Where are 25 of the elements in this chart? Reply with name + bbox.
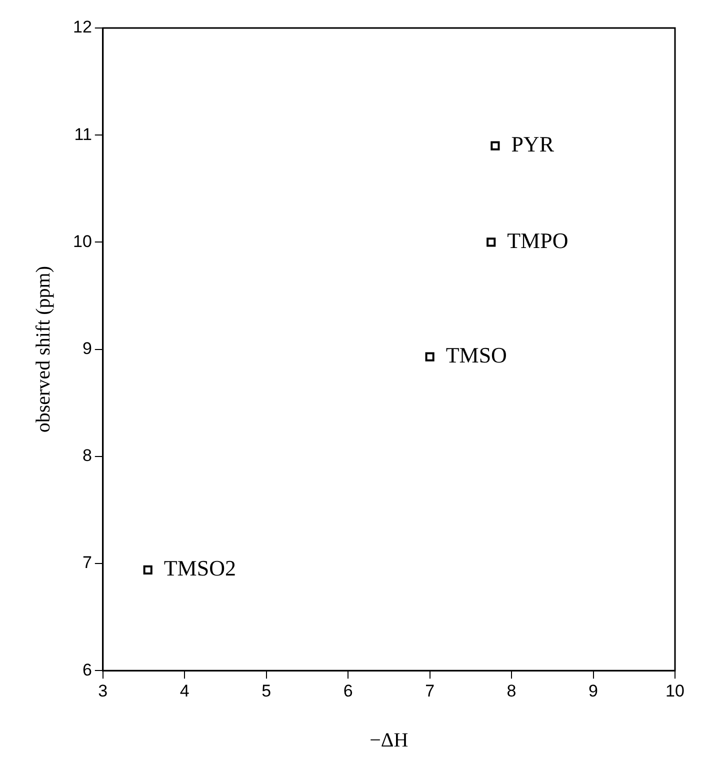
x-tick-label: 7 bbox=[425, 681, 435, 700]
x-tick-label: 8 bbox=[506, 681, 516, 700]
y-tick-label: 7 bbox=[82, 553, 92, 572]
annotation: TMSO2 bbox=[164, 556, 236, 581]
x-tick-label: 10 bbox=[666, 681, 684, 700]
x-tick-label: 4 bbox=[180, 681, 190, 700]
annotation: PYR bbox=[511, 132, 554, 157]
x-tick-label: 3 bbox=[98, 681, 108, 700]
y-tick-label: 10 bbox=[72, 232, 92, 251]
point bbox=[486, 238, 496, 247]
y-tick-label: 11 bbox=[74, 124, 92, 144]
y-tick-label: 8 bbox=[82, 446, 92, 466]
y-tick-label: 12 bbox=[72, 18, 92, 37]
y-tick-label: 6 bbox=[82, 660, 92, 680]
y-tick-label: 9 bbox=[82, 338, 92, 358]
point bbox=[490, 141, 500, 150]
annotation: TMPO bbox=[507, 228, 568, 253]
x-tick-label: 6 bbox=[343, 681, 353, 700]
point bbox=[425, 352, 434, 362]
x-tick-label: 5 bbox=[262, 681, 272, 700]
annotation: TMSO bbox=[446, 342, 507, 368]
y-axis-title: observed shift (ppm) bbox=[32, 266, 54, 433]
point bbox=[143, 565, 152, 574]
x-tick-label: 9 bbox=[588, 681, 598, 700]
x-axis-title: −ΔH bbox=[370, 729, 408, 752]
